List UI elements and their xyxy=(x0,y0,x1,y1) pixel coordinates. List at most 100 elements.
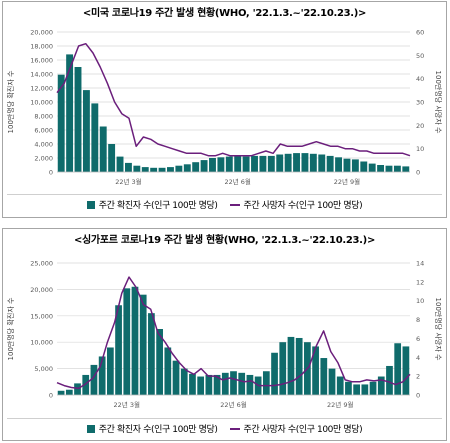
us-case-bar xyxy=(192,162,200,172)
us-case-bar xyxy=(318,154,326,172)
sg-y-tick-label: 15,000 xyxy=(30,312,53,320)
deaths-line-swatch xyxy=(229,203,240,206)
us-legend-item-cases: 주간 확진자 수(인구 100만 명당) xyxy=(86,198,218,211)
us-case-bar xyxy=(150,167,158,172)
sg-chart-svg: 0 5,000 10,000 15,000 20,000 25,000 0 2 4 6 8 10 12 1… xyxy=(6,260,443,410)
sg-y2-tick-label: 0 xyxy=(416,392,420,400)
us-case-bar xyxy=(225,156,233,172)
sg-case-bar xyxy=(197,376,205,395)
us-y-tick-label: 10,000 xyxy=(30,99,53,107)
sg-legend: 주간 확진자 수(인구 100만 명당) 주간 사망자 수(인구 100만 명당… xyxy=(3,422,446,435)
sg-case-bar xyxy=(402,346,410,395)
sg-legend-label-deaths: 주간 사망자 수(인구 100만 명당) xyxy=(243,425,363,435)
sg-x-tick-label: 22년 3월 xyxy=(114,400,140,409)
sg-x-tick-label: 22년 9월 xyxy=(327,400,353,409)
sg-case-bar xyxy=(205,374,213,395)
us-chart-title: <미국 코로나19 주간 발생 현황(WHO, '22.1.3.~'22.10.… xyxy=(82,8,367,19)
us-y2-tick-label: 40 xyxy=(416,75,424,83)
sg-case-bar xyxy=(230,371,237,395)
us-y2-tick-label: 20 xyxy=(416,122,424,130)
sg-legend-item-deaths: 주간 사망자 수(인구 100만 명당) xyxy=(229,422,363,435)
sg-y-tick-label: 0 xyxy=(49,392,53,400)
us-y2-tick-label: 50 xyxy=(416,52,424,60)
us-case-bar xyxy=(74,67,82,172)
us-y-axis-title: 100만명당 확진자 수 xyxy=(6,70,15,133)
sg-y2-tick-label: 2 xyxy=(416,373,420,381)
us-y-tick-label: 18,000 xyxy=(30,43,53,51)
sg-y2-tick-label: 14 xyxy=(416,260,424,268)
us-y-tick-label: 6,000 xyxy=(34,127,53,135)
sg-case-bar xyxy=(82,374,90,395)
sg-case-bar xyxy=(131,286,139,395)
deaths-line-swatch xyxy=(229,427,240,430)
sg-case-bar xyxy=(369,381,377,395)
sg-y2-tick-label: 4 xyxy=(416,354,420,362)
us-y2-tick-label: 60 xyxy=(416,29,424,37)
sg-y-tick-label: 10,000 xyxy=(30,339,53,347)
us-chart-panel: <미국 코로나19 주간 발생 현황(WHO, '22.1.3.~'22.10.… xyxy=(2,1,447,218)
sg-case-bar xyxy=(271,352,278,395)
sg-case-bar xyxy=(345,381,352,395)
us-case-bar xyxy=(293,153,300,172)
sg-case-bar xyxy=(361,384,369,395)
sg-case-bar xyxy=(189,373,196,395)
sg-death-line xyxy=(56,276,411,390)
sg-case-bar xyxy=(172,360,180,395)
us-case-bar xyxy=(99,126,107,172)
sg-y-tick-label: 20,000 xyxy=(30,286,53,294)
us-case-bar xyxy=(402,166,410,172)
us-y-tick-label: 20,000 xyxy=(30,29,53,37)
us-case-bar xyxy=(360,161,368,172)
us-case-bar xyxy=(251,155,258,172)
sg-case-bar xyxy=(57,390,65,395)
us-case-bar xyxy=(385,165,393,172)
us-case-bar xyxy=(82,90,90,172)
sg-case-bar xyxy=(295,337,303,395)
sg-case-bar xyxy=(279,342,287,395)
us-x-tick-label: 22년 9월 xyxy=(334,177,360,186)
sg-y2-axis-title: 100만명당 사망자 수 xyxy=(434,298,443,361)
us-case-bar xyxy=(209,158,216,172)
us-y2-tick-label: 10 xyxy=(416,145,424,153)
us-case-bar xyxy=(66,54,74,172)
us-y2-axis-title: 100만명당 사망자 수 xyxy=(434,71,443,134)
us-y-tick-label: 4,000 xyxy=(34,141,53,149)
us-y-tick-label: 2,000 xyxy=(34,155,53,163)
sg-case-bar xyxy=(328,368,336,395)
sg-legend-divider xyxy=(7,418,442,419)
us-case-bar xyxy=(368,163,376,172)
sg-case-bar xyxy=(98,356,106,395)
cases-bar-swatch xyxy=(86,424,95,433)
us-case-bar xyxy=(309,153,317,172)
us-case-bar xyxy=(108,144,116,172)
sg-y2-tick-label: 8 xyxy=(416,316,420,324)
sg-case-bar xyxy=(238,372,246,395)
us-x-tick-label: 22년 3월 xyxy=(115,177,141,186)
sg-case-bar xyxy=(221,372,229,395)
us-case-bar xyxy=(234,155,242,172)
us-y-tick-label: 12,000 xyxy=(30,85,53,93)
sg-y-tick-label: 25,000 xyxy=(30,260,53,268)
us-case-bar xyxy=(158,167,166,172)
sg-legend-item-cases: 주간 확진자 수(인구 100만 명당) xyxy=(86,422,218,435)
sg-case-bar xyxy=(180,368,188,395)
us-case-bar xyxy=(377,165,385,172)
us-case-bar xyxy=(175,165,183,172)
us-case-bar xyxy=(242,156,250,172)
us-case-bar xyxy=(141,167,149,172)
sg-case-bar xyxy=(377,376,385,395)
sg-case-bar xyxy=(90,364,98,395)
us-y-tick-label: 16,000 xyxy=(30,57,53,65)
sg-case-bar xyxy=(336,376,344,395)
us-case-bar xyxy=(276,154,284,172)
sg-case-bar xyxy=(74,383,81,395)
us-case-bar xyxy=(217,157,225,172)
sg-case-bar xyxy=(246,374,254,395)
us-case-bar xyxy=(284,153,292,172)
us-legend-label-deaths: 주간 사망자 수(인구 100만 명당) xyxy=(243,201,363,211)
us-y2-tick-label: 30 xyxy=(416,99,424,107)
us-case-bar xyxy=(91,103,99,172)
us-case-bar xyxy=(116,156,124,172)
cases-bar-swatch xyxy=(86,200,95,209)
sg-case-bar xyxy=(164,347,172,395)
